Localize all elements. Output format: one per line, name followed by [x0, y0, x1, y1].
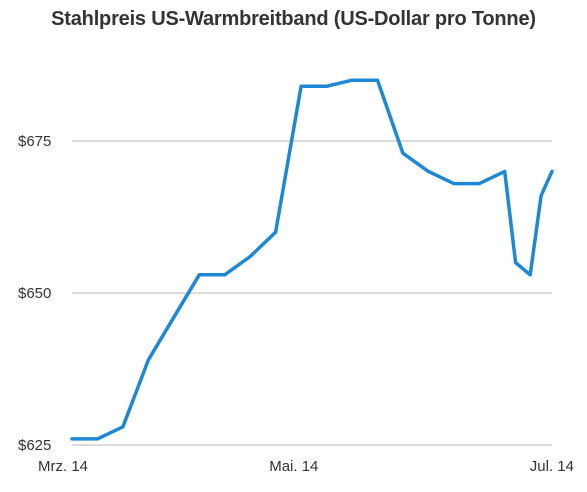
data-point — [248, 255, 252, 259]
series-line — [70, 78, 554, 441]
data-point — [121, 425, 125, 429]
data-point — [350, 78, 354, 82]
data-point — [401, 151, 405, 155]
data-point — [514, 261, 518, 265]
y-tick-label: $625 — [18, 437, 51, 454]
data-point — [550, 169, 554, 173]
series-group — [70, 78, 554, 441]
data-point — [477, 182, 481, 186]
data-point — [452, 182, 456, 186]
grid-lines — [72, 140, 552, 446]
data-point — [426, 169, 430, 173]
data-point — [274, 230, 278, 234]
data-point — [299, 84, 303, 88]
data-point — [375, 78, 379, 82]
data-point — [325, 84, 329, 88]
y-tick-label: $675 — [18, 133, 51, 150]
y-axis-ticks: $625 $650 $675 — [18, 133, 51, 454]
data-point — [95, 437, 99, 441]
data-point — [172, 315, 176, 319]
data-point — [503, 169, 507, 173]
data-point — [70, 437, 74, 441]
x-tick-label: Mrz. 14 — [38, 458, 88, 475]
data-point — [146, 358, 150, 362]
data-point — [528, 273, 532, 277]
y-tick-label: $650 — [18, 285, 51, 302]
x-tick-label: Jul. 14 — [530, 458, 574, 475]
data-point — [539, 194, 543, 198]
data-point — [223, 273, 227, 277]
chart-title: Stahlpreis US-Warmbreitband (US-Dollar p… — [51, 8, 536, 30]
data-point — [197, 273, 201, 277]
x-tick-label: Mai. 14 — [269, 458, 318, 475]
x-axis-ticks: Mrz. 14 Mai. 14 Jul. 14 — [38, 458, 574, 475]
